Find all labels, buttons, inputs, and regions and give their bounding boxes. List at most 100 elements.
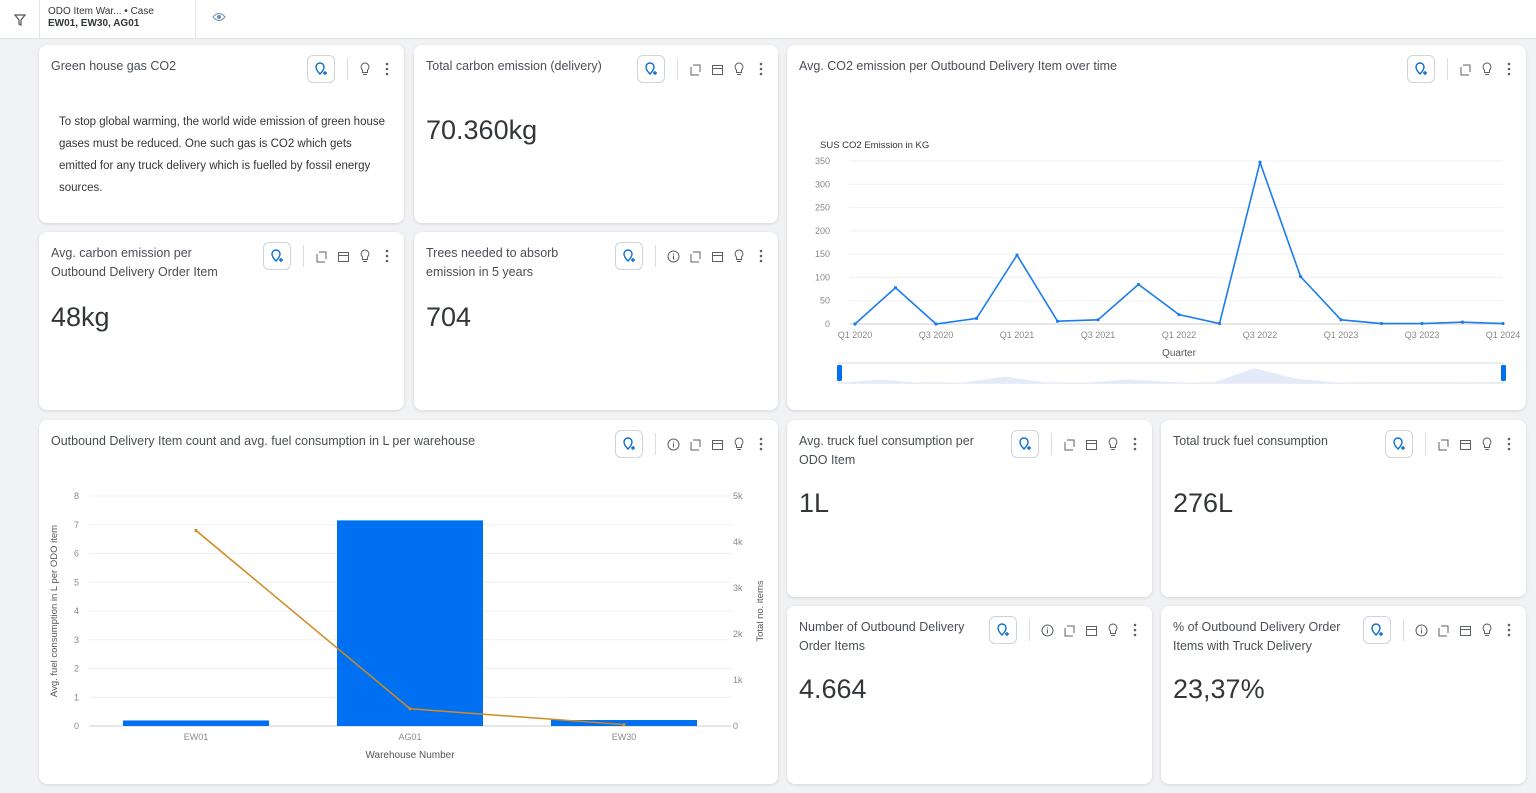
- calendar-icon[interactable]: [1458, 623, 1472, 637]
- copy-icon[interactable]: [1436, 623, 1450, 637]
- more-options-icon[interactable]: [1502, 623, 1516, 637]
- lightbulb-icon[interactable]: [732, 249, 746, 263]
- filter-icon[interactable]: [0, 0, 40, 39]
- kpi-value: 4.664: [799, 674, 867, 704]
- series-line: [854, 159, 1504, 325]
- info-icon[interactable]: [666, 249, 680, 263]
- calendar-icon[interactable]: [1458, 437, 1472, 451]
- copy-icon[interactable]: [314, 249, 328, 263]
- y2-axis-title: Total no. items: [755, 580, 766, 641]
- data-point: [1420, 321, 1424, 326]
- add-to-insights-icon[interactable]: [1363, 616, 1391, 644]
- x-tick-label: EW30: [612, 732, 637, 742]
- y2-tick-label: 0: [733, 721, 738, 731]
- y-tick-label: 2: [74, 664, 79, 674]
- data-point: [1339, 318, 1343, 322]
- more-options-icon[interactable]: [754, 437, 768, 451]
- copy-icon[interactable]: [1458, 62, 1472, 76]
- add-to-insights-icon[interactable]: [263, 242, 291, 270]
- add-to-insights-icon[interactable]: [637, 55, 665, 83]
- data-point: [408, 707, 412, 711]
- x-tick-label: AG01: [398, 732, 421, 742]
- lightbulb-icon[interactable]: [358, 62, 372, 76]
- data-point: [1298, 274, 1303, 279]
- more-options-icon[interactable]: [1128, 437, 1142, 451]
- data-point: [1460, 320, 1465, 324]
- lightbulb-icon[interactable]: [732, 62, 746, 76]
- more-options-icon[interactable]: [1502, 62, 1516, 76]
- lightbulb-icon[interactable]: [1480, 437, 1494, 451]
- card-toolbar: [307, 55, 394, 83]
- copy-icon[interactable]: [1436, 437, 1450, 451]
- y-tick-label: 0: [825, 319, 830, 329]
- card-title: Avg. truck fuel consumption per ODO Item: [799, 434, 974, 467]
- calendar-icon[interactable]: [336, 249, 350, 263]
- card-title: Trees needed to absorb emission in 5 yea…: [426, 246, 559, 279]
- y-tick-label: 50: [820, 296, 830, 306]
- card-title: Total carbon emission (delivery): [426, 59, 602, 73]
- add-to-insights-icon[interactable]: [615, 242, 643, 270]
- toolbar-divider: [655, 245, 656, 267]
- warehouse-combo-chart: 0 1 2 3 4 5 6 7 8 0 1k 2k 3k 4k 5k Avg. fuel consumptio…: [49, 491, 766, 761]
- lightbulb-icon[interactable]: [1106, 437, 1120, 451]
- card-ghg: Green house gas CO2 To stop global warmi…: [39, 45, 404, 223]
- lightbulb-icon[interactable]: [358, 249, 372, 263]
- add-to-insights-icon[interactable]: [615, 430, 643, 458]
- card-avg-truck-fuel: Avg. truck fuel consumption per ODO Item…: [787, 420, 1152, 597]
- add-to-insights-icon[interactable]: [1407, 55, 1435, 83]
- calendar-icon[interactable]: [710, 437, 724, 451]
- data-point: [622, 722, 626, 727]
- card-total-truck-fuel: Total truck fuel consumption 276L: [1161, 420, 1526, 597]
- eye-icon[interactable]: [212, 12, 226, 26]
- calendar-icon[interactable]: [710, 62, 724, 76]
- copy-icon[interactable]: [688, 437, 702, 451]
- more-options-icon[interactable]: [1502, 437, 1516, 451]
- kpi-value: 70.360kg: [426, 115, 538, 145]
- more-options-icon[interactable]: [380, 249, 394, 263]
- lightbulb-icon[interactable]: [732, 437, 746, 451]
- copy-icon[interactable]: [688, 62, 702, 76]
- add-to-insights-icon[interactable]: [1011, 430, 1039, 458]
- info-icon[interactable]: [1040, 623, 1054, 637]
- data-point: [1258, 160, 1262, 164]
- filter-chip[interactable]: ODO Item War... • Case EW01, EW30, AG01: [40, 0, 226, 39]
- y-tick-label: 1: [74, 692, 79, 702]
- x-tick-label: Q1 2021: [1000, 330, 1035, 340]
- toolbar-divider: [1051, 433, 1052, 455]
- calendar-icon[interactable]: [710, 249, 724, 263]
- lightbulb-icon[interactable]: [1106, 623, 1120, 637]
- copy-icon[interactable]: [688, 249, 702, 263]
- toolbar-divider: [677, 58, 678, 80]
- more-options-icon[interactable]: [380, 62, 394, 76]
- x-tick-label: Q1 2024: [1486, 330, 1521, 340]
- x-tick-label: Q1 2020: [838, 330, 873, 340]
- y-tick-label: 3: [74, 635, 79, 645]
- x-tick-label: Q3 2020: [919, 330, 954, 340]
- range-slider: [838, 362, 1504, 384]
- add-to-insights-icon[interactable]: [307, 55, 335, 83]
- more-options-icon[interactable]: [754, 249, 768, 263]
- info-icon[interactable]: [1414, 623, 1428, 637]
- lightbulb-icon[interactable]: [1480, 62, 1494, 76]
- range-slider-handle[interactable]: [837, 365, 842, 381]
- calendar-icon[interactable]: [1084, 623, 1098, 637]
- more-options-icon[interactable]: [1128, 623, 1142, 637]
- lightbulb-icon[interactable]: [1480, 623, 1494, 637]
- add-to-insights-icon[interactable]: [1385, 430, 1413, 458]
- data-point: [1055, 319, 1060, 323]
- toolbar-divider: [347, 58, 348, 80]
- card-text: To stop global warming, the world wide e…: [59, 116, 386, 194]
- data-point: [1096, 318, 1100, 322]
- range-slider-handle[interactable]: [1501, 365, 1506, 381]
- kpi-value: 48kg: [51, 302, 110, 332]
- y2-tick-label: 1k: [733, 675, 743, 685]
- data-point: [974, 316, 979, 321]
- copy-icon[interactable]: [1062, 437, 1076, 451]
- add-to-insights-icon[interactable]: [989, 616, 1017, 644]
- info-icon[interactable]: [666, 437, 680, 451]
- card-title: Number of Outbound Delivery Order Items: [799, 620, 965, 653]
- calendar-icon[interactable]: [1084, 437, 1098, 451]
- more-options-icon[interactable]: [754, 62, 768, 76]
- copy-icon[interactable]: [1062, 623, 1076, 637]
- toolbar-divider: [655, 433, 656, 455]
